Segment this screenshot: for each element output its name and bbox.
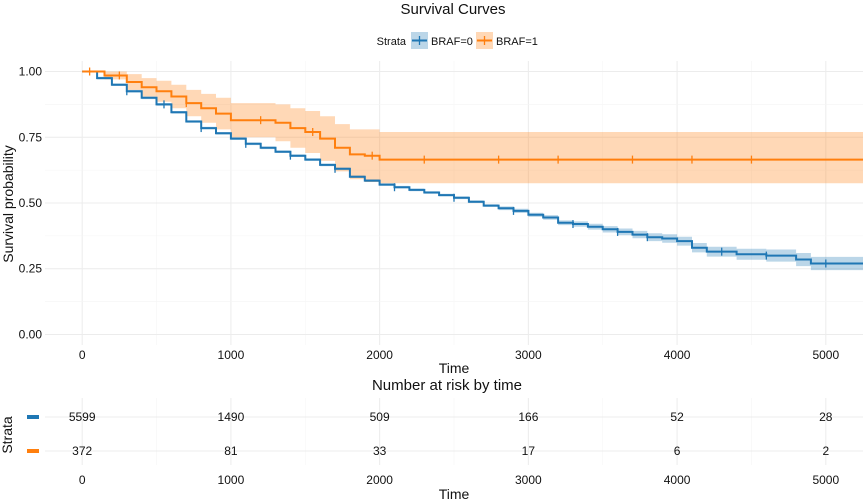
risk-count: 509 bbox=[370, 410, 390, 424]
legend-item-braf-1: BRAF=1 bbox=[476, 32, 538, 49]
risk-x-tick-label: 2000 bbox=[366, 473, 393, 487]
confidence-bands bbox=[82, 71, 863, 271]
legend: Strata BRAF=0 BRAF=1 bbox=[377, 32, 538, 49]
risk-table-ylabel: Strata bbox=[0, 416, 15, 454]
grid bbox=[45, 61, 863, 345]
x-tick-label: 4000 bbox=[664, 348, 691, 362]
risk-count: 5599 bbox=[69, 410, 96, 424]
risk-table-x-ticks: 0 1000 2000 3000 4000 5000 bbox=[79, 473, 840, 487]
risk-x-tick-label: 5000 bbox=[812, 473, 839, 487]
censor-marks bbox=[88, 67, 827, 268]
risk-row-color-key bbox=[27, 449, 39, 453]
risk-count: 6 bbox=[674, 444, 681, 458]
risk-count: 166 bbox=[518, 410, 538, 424]
risk-x-tick-label: 3000 bbox=[515, 473, 542, 487]
risk-x-tick-label: 4000 bbox=[664, 473, 691, 487]
risk-table-xlabel: Time bbox=[439, 486, 470, 502]
risk-count: 2 bbox=[822, 444, 829, 458]
y-tick-label: 0.25 bbox=[19, 262, 43, 276]
x-tick-label: 2000 bbox=[366, 348, 393, 362]
risk-row-color-key bbox=[27, 415, 39, 419]
ci-band-braf-0 bbox=[82, 71, 863, 271]
risk-table-rows: 5599 1490 509 166 52 28 372 81 33 17 6 2 bbox=[27, 410, 833, 458]
y-tick-label: 0.00 bbox=[19, 327, 43, 341]
risk-row: 372 81 33 17 6 2 bbox=[27, 444, 829, 458]
legend-label-braf-0: BRAF=0 bbox=[431, 36, 473, 48]
risk-x-tick-label: 1000 bbox=[218, 473, 245, 487]
risk-count: 81 bbox=[224, 444, 238, 458]
legend-item-braf-0: BRAF=0 bbox=[411, 32, 473, 49]
risk-count: 33 bbox=[373, 444, 387, 458]
risk-count: 52 bbox=[670, 410, 684, 424]
y-axis-ticks: 0.00 0.25 0.50 0.75 1.00 bbox=[19, 65, 43, 342]
legend-label-braf-1: BRAF=1 bbox=[496, 36, 538, 48]
risk-count: 1490 bbox=[218, 410, 245, 424]
x-tick-label: 0 bbox=[79, 348, 86, 362]
risk-count: 372 bbox=[72, 444, 92, 458]
y-tick-label: 0.50 bbox=[19, 196, 43, 210]
ci-band-braf-1 bbox=[82, 71, 863, 184]
chart-title: Survival Curves bbox=[400, 1, 505, 18]
x-tick-label: 5000 bbox=[812, 348, 839, 362]
x-tick-label: 3000 bbox=[515, 348, 542, 362]
x-tick-label: 1000 bbox=[218, 348, 245, 362]
legend-title: Strata bbox=[377, 36, 407, 48]
y-tick-label: 0.75 bbox=[19, 130, 43, 144]
y-tick-label: 1.00 bbox=[19, 65, 43, 79]
y-axis-label: Survival probability bbox=[0, 145, 16, 263]
risk-table-grid bbox=[45, 398, 863, 465]
x-axis-ticks: 0 1000 2000 3000 4000 5000 bbox=[79, 348, 840, 362]
risk-count: 17 bbox=[522, 444, 536, 458]
risk-count: 28 bbox=[819, 410, 833, 424]
survival-line-braf-1 bbox=[82, 70, 863, 161]
risk-row: 5599 1490 509 166 52 28 bbox=[27, 410, 833, 424]
x-axis-label: Time bbox=[439, 360, 470, 376]
risk-x-tick-label: 0 bbox=[79, 473, 86, 487]
risk-table-title: Number at risk by time bbox=[372, 377, 522, 394]
